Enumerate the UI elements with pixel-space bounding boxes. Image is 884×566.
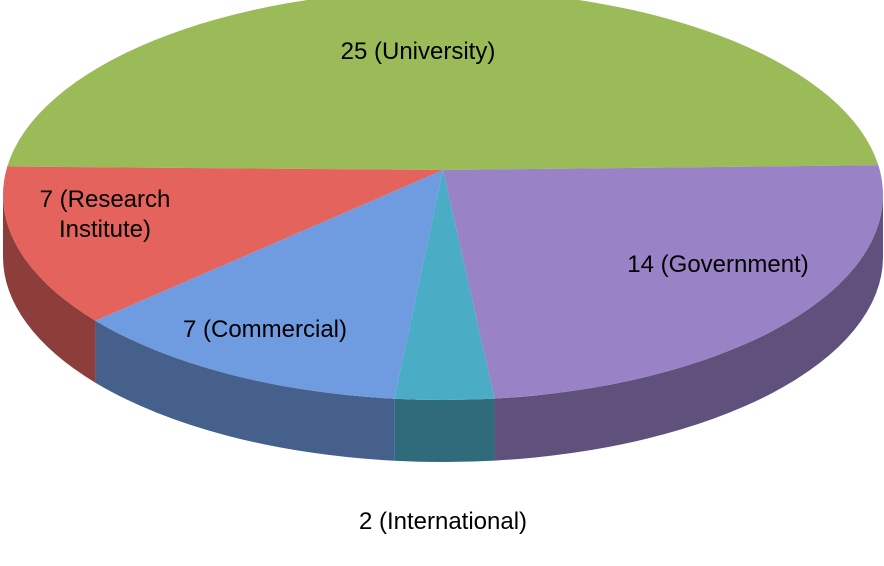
slice bbox=[3, 166, 444, 321]
slice-side bbox=[95, 320, 395, 461]
slice-side bbox=[494, 195, 883, 461]
data-label: 14 (Government) bbox=[627, 251, 809, 278]
slice-side bbox=[3, 195, 96, 383]
slice bbox=[7, 0, 879, 170]
data-label: 7 (Research Institute) bbox=[39, 186, 171, 243]
slice bbox=[394, 170, 495, 400]
slice bbox=[443, 165, 884, 399]
slice bbox=[95, 170, 443, 399]
data-label: 25 (University) bbox=[340, 38, 496, 65]
data-label: 7 (Commercial) bbox=[182, 316, 347, 343]
slice-side bbox=[394, 398, 495, 462]
data-label: 2 (International) bbox=[358, 508, 528, 535]
